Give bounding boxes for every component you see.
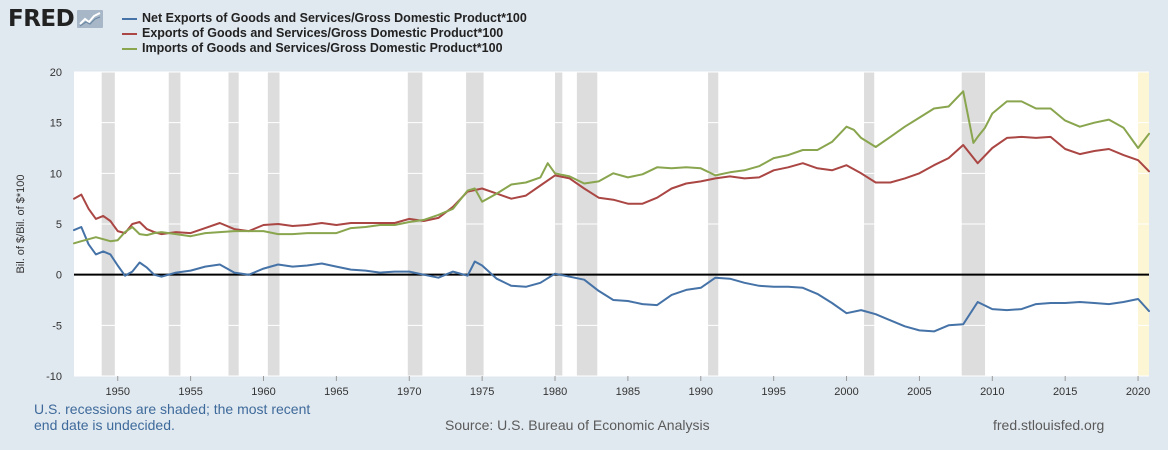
y-tick-label: 20 [50, 67, 62, 79]
legend-swatch-exports [122, 32, 137, 35]
legend-label-imports: Imports of Goods and Services/Gross Dome… [142, 41, 503, 55]
x-tick-label: 1995 [761, 386, 785, 398]
y-axis-label: Bil. of $/Bil. of $*100 [15, 174, 27, 273]
fred-logo-text: FRED [8, 6, 75, 32]
fred-url-link[interactable]: fred.stlouisfed.org [993, 417, 1105, 433]
x-tick-label: 1960 [251, 386, 275, 398]
x-tick-label: 1985 [616, 386, 640, 398]
x-tick-label: 2005 [907, 386, 931, 398]
series-lines [73, 90, 1150, 333]
legend-item-exports[interactable]: Exports of Goods and Services/Gross Dome… [122, 26, 527, 41]
gridlines [74, 71, 1149, 377]
source-note: Source: U.S. Bureau of Economic Analysis [445, 417, 710, 433]
x-tick-label: 1970 [397, 386, 421, 398]
x-tick-label: 1965 [324, 386, 348, 398]
x-tick-label: 2000 [834, 386, 858, 398]
chart-legend: Net Exports of Goods and Services/Gross … [122, 11, 527, 56]
y-tick-label: 10 [50, 168, 62, 180]
y-tick-label: 5 [56, 219, 62, 231]
y-tick-label: -10 [46, 371, 62, 383]
legend-label-net: Net Exports of Goods and Services/Gross … [142, 11, 527, 25]
x-tick-label: 2015 [1053, 386, 1077, 398]
chart-line-icon [77, 10, 104, 28]
legend-swatch-net [122, 17, 137, 20]
y-tick-label: 0 [56, 270, 62, 282]
x-tick-label: 2020 [1126, 386, 1150, 398]
fred-logo[interactable]: FRED [8, 6, 104, 32]
y-tick-label: 15 [50, 118, 62, 130]
y-tick-label: -5 [52, 320, 62, 332]
x-tick-label: 1950 [105, 386, 129, 398]
legend-item-net[interactable]: Net Exports of Goods and Services/Gross … [122, 11, 527, 26]
x-axis-ticks: 1950 1955 1960 1965 1970 1975 1980 1985 1990 1995… [105, 376, 1150, 398]
series-line-net[interactable] [73, 226, 1150, 333]
legend-item-imports[interactable]: Imports of Goods and Services/Gross Dome… [122, 41, 527, 56]
series-line-exports[interactable] [73, 135, 1150, 236]
y-axis-ticks: -10 -5 0 5 10 15 20 [46, 67, 62, 383]
recession-note-line2: end date is undecided. [34, 417, 175, 433]
x-tick-label: 2010 [980, 386, 1004, 398]
x-tick-label: 1980 [543, 386, 567, 398]
x-tick-label: 1955 [178, 386, 202, 398]
legend-label-exports: Exports of Goods and Services/Gross Dome… [142, 26, 504, 40]
recession-note: U.S. recessions are shaded; the most rec… [34, 401, 310, 433]
legend-swatch-imports [122, 47, 137, 50]
series-line-imports[interactable] [73, 90, 1150, 245]
recession-note-line1: U.S. recessions are shaded; the most rec… [34, 401, 311, 417]
x-tick-label: 1990 [689, 386, 713, 398]
x-tick-label: 1975 [470, 386, 494, 398]
